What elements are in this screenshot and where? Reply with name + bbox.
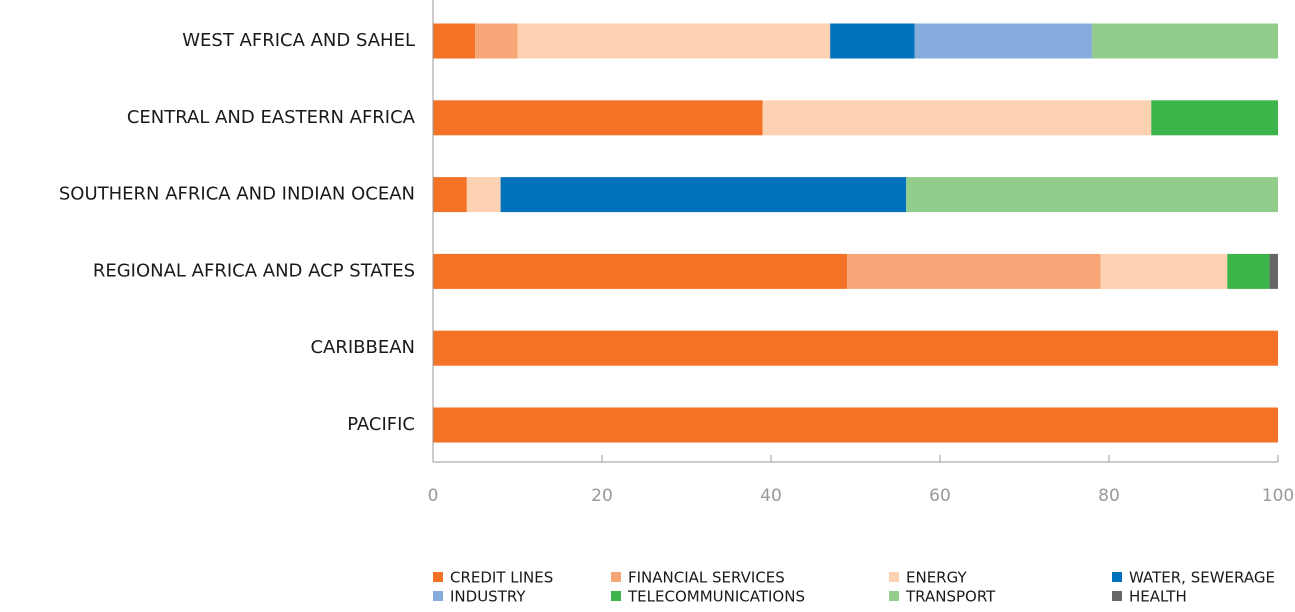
bar-segment xyxy=(433,100,763,136)
category-label: SOUTHERN AFRICA AND INDIAN OCEAN xyxy=(59,184,415,205)
bar-segment xyxy=(830,23,915,59)
legend-swatch xyxy=(433,572,443,582)
legend-swatch xyxy=(1112,591,1122,601)
legend-label: INDUSTRY xyxy=(450,588,526,606)
legend-label: CREDIT LINES xyxy=(450,569,553,587)
legend-label: HEALTH xyxy=(1129,588,1187,606)
x-tick-label: 80 xyxy=(1098,486,1120,506)
bar-segment xyxy=(433,23,476,59)
bar-segment xyxy=(466,177,501,213)
legend-label: TRANSPORT xyxy=(905,588,996,606)
bar-segment xyxy=(433,330,1278,366)
legend-label: WATER, SEWERAGE xyxy=(1129,569,1275,587)
bar-segment xyxy=(517,23,831,59)
bar-segment xyxy=(1092,23,1278,59)
legend-label: FINANCIAL SERVICES xyxy=(628,569,785,587)
category-label: PACIFIC xyxy=(347,414,415,435)
x-tick-label: 40 xyxy=(760,486,782,506)
category-label: CARIBBEAN xyxy=(310,337,415,358)
legend-swatch xyxy=(889,572,899,582)
bar-segment xyxy=(433,407,1278,443)
x-tick-label: 100 xyxy=(1262,486,1294,506)
bar-segment xyxy=(1100,253,1228,289)
legend-swatch xyxy=(611,591,621,601)
legend-label: TELECOMMUNICATIONS xyxy=(627,588,805,606)
legend-swatch xyxy=(1112,572,1122,582)
x-tick-label: 0 xyxy=(428,486,439,506)
bar-segment xyxy=(1227,253,1270,289)
legend-label: ENERGY xyxy=(906,569,967,587)
bar-segment xyxy=(1269,253,1278,289)
bar-segment xyxy=(762,100,1152,136)
legend-swatch xyxy=(889,591,899,601)
x-tick-label: 60 xyxy=(929,486,951,506)
legend-swatch xyxy=(433,591,443,601)
legend-swatch xyxy=(611,572,621,582)
category-label: CENTRAL AND EASTERN AFRICA xyxy=(127,107,416,128)
bar-segment xyxy=(475,23,518,59)
category-label: WEST AFRICA AND SAHEL xyxy=(182,30,415,51)
bar-segment xyxy=(433,253,848,289)
x-tick-label: 20 xyxy=(591,486,613,506)
bar-segment xyxy=(1151,100,1278,136)
bar-segment xyxy=(847,253,1101,289)
bar-segment xyxy=(914,23,1093,59)
bar-segment xyxy=(500,177,907,213)
bar-segment xyxy=(433,177,467,213)
bar-segment xyxy=(906,177,1278,213)
category-label: REGIONAL AFRICA AND ACP STATES xyxy=(93,260,415,281)
